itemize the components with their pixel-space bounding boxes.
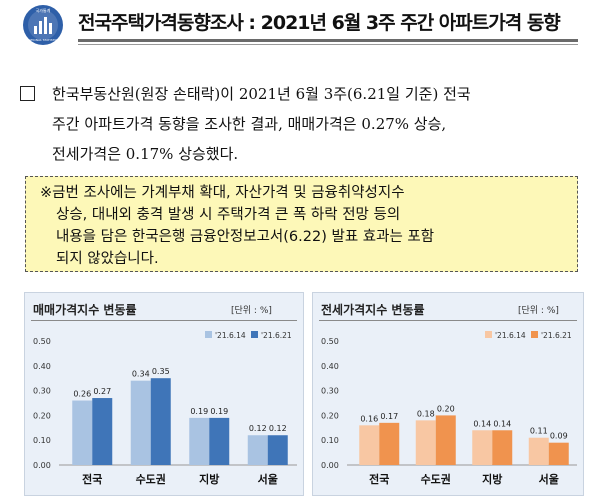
bar-value-label: 0.17 bbox=[380, 412, 398, 421]
note-line-1: ※금번 조사에는 가계부채 확대, 자산가격 및 금융취약성지수 bbox=[40, 185, 405, 201]
bar bbox=[379, 422, 400, 465]
bar bbox=[247, 435, 268, 465]
bar-value-label: 0.27 bbox=[93, 387, 111, 396]
bar bbox=[150, 378, 171, 465]
chart-title-rule bbox=[319, 320, 577, 321]
category-label: 수도권 bbox=[136, 473, 166, 486]
legend-label: '21.6.21 bbox=[541, 331, 572, 340]
statistics-logo: 국가통계 NATIONAL STATISTICS bbox=[23, 5, 63, 45]
jeonse-price-chart-panel: 전세가격지수 변동률 [단위 : %] 0.00 0.10 0.20 0.30 0.40… bbox=[312, 292, 584, 496]
bar-value-label: 0.34 bbox=[132, 370, 150, 379]
category-label: 지방 bbox=[482, 472, 502, 486]
bar bbox=[415, 420, 436, 465]
chart-unit: [단위 : %] bbox=[231, 306, 272, 316]
sale-price-chart-panel: 매매가격지수 변동률 [단위 : %] 0.00 0.10 0.20 0.30 0.40… bbox=[24, 292, 304, 496]
y-tick-label: 0.00 bbox=[321, 461, 339, 470]
bar bbox=[267, 435, 288, 465]
bar bbox=[528, 437, 549, 465]
category-label: 전국 bbox=[82, 472, 102, 486]
bar bbox=[435, 415, 456, 465]
category-label: 지방 bbox=[199, 472, 219, 486]
legend-label: '21.6.21 bbox=[261, 331, 292, 340]
title-underline-thin bbox=[78, 44, 578, 45]
bar bbox=[189, 417, 210, 465]
category-label: 서울 bbox=[539, 472, 559, 486]
summary-line-3: 전세가격은 0.17% 상승했다. bbox=[52, 145, 239, 163]
logo-text-top: 국가통계 bbox=[36, 7, 51, 13]
bar-value-label: 0.35 bbox=[152, 367, 170, 376]
bar-value-label: 0.16 bbox=[360, 414, 378, 423]
bar-value-label: 0.19 bbox=[210, 407, 228, 416]
bar-value-label: 0.12 bbox=[269, 424, 287, 433]
y-tick-label: 0.30 bbox=[321, 387, 339, 396]
bar-value-label: 0.11 bbox=[530, 427, 548, 436]
bar bbox=[209, 417, 230, 465]
legend-label: '21.6.14 bbox=[215, 331, 246, 340]
y-tick-label: 0.20 bbox=[321, 411, 339, 420]
jeonse-price-chart: 0.00 0.10 0.20 0.30 0.40 0.50 '21.6.14 '21.6.21… bbox=[321, 331, 577, 486]
summary-line-2: 주간 아파트가격 동향을 조사한 결과, 매매가격은 0.27% 상승, bbox=[52, 115, 447, 133]
report-header: 국가통계 NATIONAL STATISTICS 전국주택가격동향조사 : 20… bbox=[0, 0, 600, 50]
bar-value-label: 0.18 bbox=[417, 409, 435, 418]
bar-value-label: 0.20 bbox=[437, 404, 455, 413]
legend-label: '21.6.14 bbox=[495, 331, 526, 340]
category-label: 전국 bbox=[369, 472, 389, 486]
y-tick-label: 0.10 bbox=[33, 436, 51, 445]
note-box: ※금번 조사에는 가계부채 확대, 자산가격 및 금융취약성지수 상승, 대내외… bbox=[25, 176, 578, 272]
category-label: 서울 bbox=[258, 472, 278, 486]
note-line-4: 되지 않았습니다. bbox=[56, 251, 159, 267]
bar-value-label: 0.14 bbox=[473, 419, 491, 428]
category-label: 수도권 bbox=[421, 473, 451, 486]
chart-unit: [단위 : %] bbox=[518, 306, 559, 316]
page-title: 전국주택가격동향조사 : 2021년 6월 3주 주간 아파트가격 동향 bbox=[78, 12, 561, 34]
chart-title: 매매가격지수 변동률 bbox=[33, 303, 137, 317]
summary-line-1: 한국부동산원(원장 손태락)이 2021년 6월 3주(6.21일 기준) 전국 bbox=[52, 85, 471, 103]
legend-swatch bbox=[531, 331, 538, 338]
y-tick-label: 0.40 bbox=[321, 362, 339, 371]
legend-swatch bbox=[485, 331, 492, 338]
chart-title-rule bbox=[31, 320, 297, 321]
note-line-3: 내용을 담은 한국은행 금융안정보고서(6.22) 발표 효과는 포함 bbox=[56, 229, 435, 245]
bar-value-label: 0.14 bbox=[493, 419, 511, 428]
bar-value-label: 0.09 bbox=[550, 432, 568, 441]
bar bbox=[72, 400, 93, 465]
bar-value-label: 0.12 bbox=[249, 424, 267, 433]
note-line-2: 상승, 대내외 충격 발생 시 주택가격 큰 폭 하락 전망 등의 bbox=[56, 207, 401, 223]
title-underline bbox=[78, 39, 578, 42]
chart-title: 전세가격지수 변동률 bbox=[321, 303, 425, 317]
y-tick-label: 0.10 bbox=[321, 436, 339, 445]
bar bbox=[130, 380, 151, 465]
bar bbox=[492, 430, 513, 465]
sale-price-chart: 0.00 0.10 0.20 0.30 0.40 0.50 '21.6.14 '21.6.21… bbox=[33, 331, 297, 486]
y-tick-label: 0.00 bbox=[33, 461, 51, 470]
bar bbox=[472, 430, 493, 465]
y-tick-label: 0.30 bbox=[33, 387, 51, 396]
y-tick-label: 0.50 bbox=[33, 337, 51, 346]
legend-swatch bbox=[251, 331, 258, 338]
checkbox-bullet-icon bbox=[20, 86, 35, 101]
bar bbox=[359, 425, 380, 465]
legend-swatch bbox=[205, 331, 212, 338]
y-tick-label: 0.40 bbox=[33, 362, 51, 371]
y-tick-label: 0.50 bbox=[321, 337, 339, 346]
y-tick-label: 0.20 bbox=[33, 411, 51, 420]
bar-value-label: 0.26 bbox=[73, 390, 91, 399]
bar-value-label: 0.19 bbox=[190, 407, 208, 416]
bar bbox=[92, 398, 113, 465]
bar bbox=[548, 442, 569, 465]
logo-text-bottom: NATIONAL STATISTICS bbox=[27, 38, 60, 42]
